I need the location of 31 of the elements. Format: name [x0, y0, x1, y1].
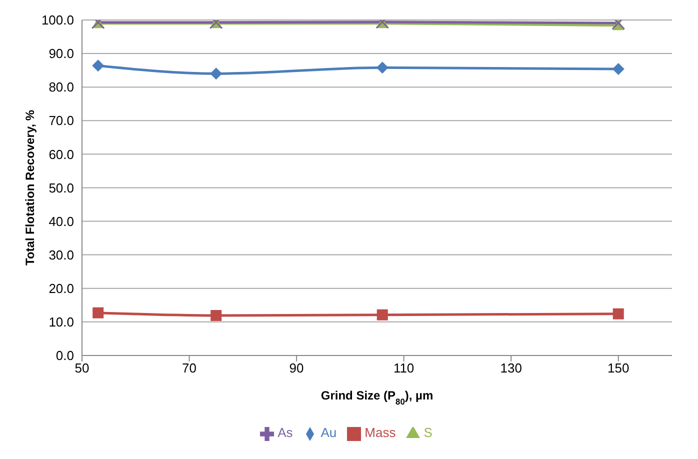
x-tick-label: 90: [289, 360, 304, 376]
point: [92, 307, 104, 318]
y-tick-label: 70.0: [48, 113, 74, 128]
x-axis-title: Grind Size (P$_{80}$), µm: [320, 388, 434, 406]
y-tick-label: 0.0: [56, 348, 74, 364]
x-tick-label: 150: [608, 360, 630, 376]
y-tick-label: 20.0: [48, 280, 74, 296]
x-tick-label: 130: [500, 360, 522, 376]
legend-label: As: [278, 425, 293, 440]
y-tick-label: 80.0: [48, 80, 74, 95]
y-tick-label: 60.0: [48, 146, 74, 162]
legend-label: Au: [320, 425, 337, 440]
point: [210, 310, 222, 322]
point: [612, 62, 624, 75]
point: [612, 308, 624, 320]
y-tick-label: 40.0: [48, 214, 74, 229]
point: [376, 309, 388, 320]
x-tick-label: 110: [393, 360, 414, 376]
y-tick-label: 50.0: [48, 180, 74, 196]
point: [92, 60, 104, 72]
y-tick-label: 30.0: [48, 247, 74, 262]
y-axis-title: Total Flotation Recovery, %: [23, 110, 37, 266]
x-tick-label: 50: [74, 360, 90, 376]
y-tick-label: 10.0: [48, 314, 74, 330]
point: [210, 68, 222, 80]
y-tick-label: 100.0: [41, 12, 74, 28]
y-tick-label: 90.0: [48, 46, 74, 62]
point: [376, 62, 388, 74]
x-tick-label: 70: [182, 360, 197, 376]
legend-label: S: [424, 425, 432, 440]
legend-label: Mass: [364, 425, 396, 440]
